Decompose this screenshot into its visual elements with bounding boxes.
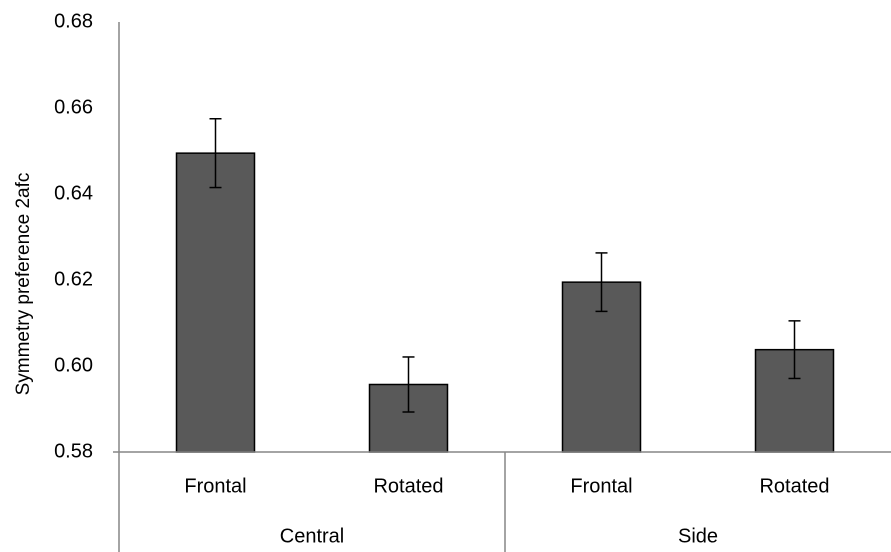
x-category-label: Rotated: [373, 475, 443, 497]
error-bar: [788, 320, 801, 380]
error-bar: [209, 118, 222, 189]
x-category-label: Frontal: [184, 475, 246, 497]
bars: [175, 152, 835, 453]
x-group-label: Side: [678, 525, 718, 547]
error-bars: [209, 118, 801, 413]
group-labels: Central Side: [280, 525, 718, 547]
error-bar: [595, 252, 608, 313]
bar: [175, 152, 256, 453]
y-tick-label: 0.62: [54, 268, 93, 290]
y-tick-label: 0.60: [54, 354, 93, 376]
axes: [113, 22, 891, 552]
y-tick-label: 0.66: [54, 96, 93, 118]
y-tick-label: 0.64: [54, 182, 93, 204]
error-bar: [402, 356, 415, 413]
x-group-label: Central: [280, 525, 344, 547]
y-axis-title: Symmetry preference 2afc: [13, 173, 34, 396]
y-tick-label: 0.68: [54, 10, 93, 32]
x-category-label: Rotated: [759, 475, 829, 497]
y-tick-label: 0.58: [54, 440, 93, 462]
y-axis-ticks: 0.58 0.60 0.62 0.64 0.66 0.68: [54, 10, 93, 462]
x-category-label: Frontal: [570, 475, 632, 497]
category-labels: Frontal Rotated Frontal Rotated: [184, 475, 829, 497]
